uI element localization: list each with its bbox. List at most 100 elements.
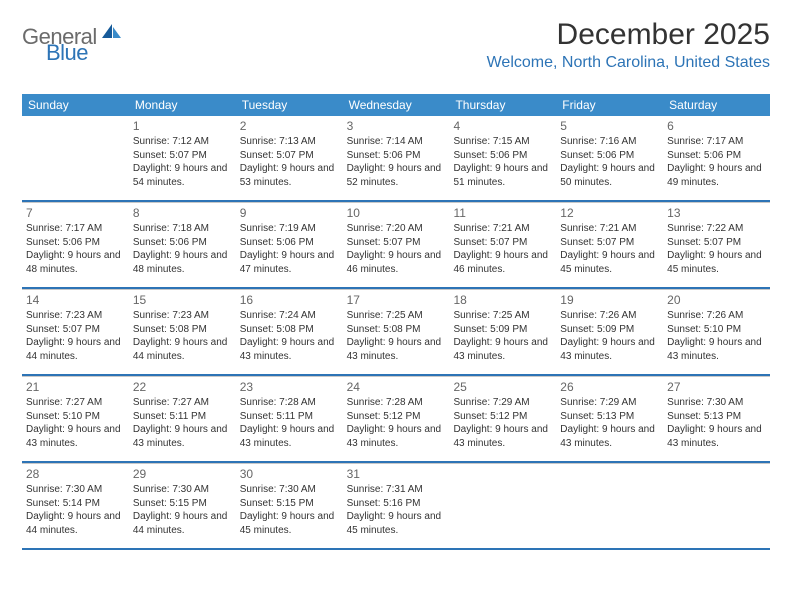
day-number: 9: [240, 205, 339, 221]
day-sunrise: Sunrise: 7:25 AM: [453, 309, 552, 323]
day-daylight: Daylight: 9 hours and 43 minutes.: [240, 336, 339, 363]
day-cell: 30Sunrise: 7:30 AMSunset: 5:15 PMDayligh…: [236, 464, 343, 548]
day-sunset: Sunset: 5:07 PM: [560, 236, 659, 250]
day-number: 26: [560, 379, 659, 395]
day-cell: 15Sunrise: 7:23 AMSunset: 5:08 PMDayligh…: [129, 290, 236, 374]
day-sunset: Sunset: 5:07 PM: [347, 236, 446, 250]
day-sunset: Sunset: 5:12 PM: [453, 410, 552, 424]
day-daylight: Daylight: 9 hours and 48 minutes.: [26, 249, 125, 276]
dow-saturday: Saturday: [663, 94, 770, 116]
logo-text-blue-wrap: Blue: [46, 40, 88, 66]
day-sunrise: Sunrise: 7:31 AM: [347, 483, 446, 497]
day-sunset: Sunset: 5:09 PM: [560, 323, 659, 337]
day-number: 10: [347, 205, 446, 221]
day-daylight: Daylight: 9 hours and 43 minutes.: [240, 423, 339, 450]
day-cell: 22Sunrise: 7:27 AMSunset: 5:11 PMDayligh…: [129, 377, 236, 461]
day-number: 28: [26, 466, 125, 482]
day-daylight: Daylight: 9 hours and 50 minutes.: [560, 162, 659, 189]
day-number: 19: [560, 292, 659, 308]
week-row: 28Sunrise: 7:30 AMSunset: 5:14 PMDayligh…: [22, 463, 770, 550]
day-sunrise: Sunrise: 7:21 AM: [560, 222, 659, 236]
dow-row: Sunday Monday Tuesday Wednesday Thursday…: [22, 94, 770, 116]
day-cell: 14Sunrise: 7:23 AMSunset: 5:07 PMDayligh…: [22, 290, 129, 374]
day-number: 16: [240, 292, 339, 308]
day-cell: 31Sunrise: 7:31 AMSunset: 5:16 PMDayligh…: [343, 464, 450, 548]
day-number: 27: [667, 379, 766, 395]
day-number: 8: [133, 205, 232, 221]
day-sunset: Sunset: 5:12 PM: [347, 410, 446, 424]
day-cell: 23Sunrise: 7:28 AMSunset: 5:11 PMDayligh…: [236, 377, 343, 461]
day-daylight: Daylight: 9 hours and 43 minutes.: [560, 423, 659, 450]
dow-tuesday: Tuesday: [236, 94, 343, 116]
month-title: December 2025: [487, 18, 770, 52]
day-number: 5: [560, 118, 659, 134]
day-cell: [22, 116, 129, 200]
day-sunset: Sunset: 5:08 PM: [347, 323, 446, 337]
dow-sunday: Sunday: [22, 94, 129, 116]
day-cell: 25Sunrise: 7:29 AMSunset: 5:12 PMDayligh…: [449, 377, 556, 461]
day-sunrise: Sunrise: 7:15 AM: [453, 135, 552, 149]
day-cell: 10Sunrise: 7:20 AMSunset: 5:07 PMDayligh…: [343, 203, 450, 287]
weeks-container: 1Sunrise: 7:12 AMSunset: 5:07 PMDaylight…: [22, 116, 770, 550]
day-daylight: Daylight: 9 hours and 43 minutes.: [453, 423, 552, 450]
day-cell: [556, 464, 663, 548]
week-row: 1Sunrise: 7:12 AMSunset: 5:07 PMDaylight…: [22, 116, 770, 202]
day-number: 3: [347, 118, 446, 134]
day-cell: 20Sunrise: 7:26 AMSunset: 5:10 PMDayligh…: [663, 290, 770, 374]
dow-monday: Monday: [129, 94, 236, 116]
day-sunrise: Sunrise: 7:13 AM: [240, 135, 339, 149]
day-sunrise: Sunrise: 7:17 AM: [667, 135, 766, 149]
day-sunrise: Sunrise: 7:20 AM: [347, 222, 446, 236]
day-sunrise: Sunrise: 7:26 AM: [667, 309, 766, 323]
day-sunset: Sunset: 5:11 PM: [240, 410, 339, 424]
day-cell: 19Sunrise: 7:26 AMSunset: 5:09 PMDayligh…: [556, 290, 663, 374]
logo-sail-icon: [101, 22, 123, 45]
day-sunset: Sunset: 5:07 PM: [240, 149, 339, 163]
day-number: 4: [453, 118, 552, 134]
day-sunset: Sunset: 5:07 PM: [26, 323, 125, 337]
day-sunset: Sunset: 5:07 PM: [133, 149, 232, 163]
day-daylight: Daylight: 9 hours and 44 minutes.: [26, 510, 125, 537]
day-sunrise: Sunrise: 7:25 AM: [347, 309, 446, 323]
day-daylight: Daylight: 9 hours and 43 minutes.: [560, 336, 659, 363]
day-sunrise: Sunrise: 7:23 AM: [26, 309, 125, 323]
day-number: 31: [347, 466, 446, 482]
day-number: 25: [453, 379, 552, 395]
day-sunrise: Sunrise: 7:27 AM: [26, 396, 125, 410]
day-number: 22: [133, 379, 232, 395]
day-daylight: Daylight: 9 hours and 46 minutes.: [453, 249, 552, 276]
day-number: 7: [26, 205, 125, 221]
day-sunrise: Sunrise: 7:22 AM: [667, 222, 766, 236]
day-cell: [663, 464, 770, 548]
day-daylight: Daylight: 9 hours and 49 minutes.: [667, 162, 766, 189]
day-number: 20: [667, 292, 766, 308]
day-cell: 24Sunrise: 7:28 AMSunset: 5:12 PMDayligh…: [343, 377, 450, 461]
week-row: 21Sunrise: 7:27 AMSunset: 5:10 PMDayligh…: [22, 376, 770, 463]
day-number: 21: [26, 379, 125, 395]
day-sunset: Sunset: 5:07 PM: [453, 236, 552, 250]
day-daylight: Daylight: 9 hours and 46 minutes.: [347, 249, 446, 276]
day-cell: 11Sunrise: 7:21 AMSunset: 5:07 PMDayligh…: [449, 203, 556, 287]
day-cell: 17Sunrise: 7:25 AMSunset: 5:08 PMDayligh…: [343, 290, 450, 374]
day-daylight: Daylight: 9 hours and 43 minutes.: [347, 423, 446, 450]
day-sunrise: Sunrise: 7:29 AM: [453, 396, 552, 410]
day-daylight: Daylight: 9 hours and 45 minutes.: [667, 249, 766, 276]
day-sunset: Sunset: 5:10 PM: [667, 323, 766, 337]
day-sunset: Sunset: 5:06 PM: [133, 236, 232, 250]
day-sunrise: Sunrise: 7:24 AM: [240, 309, 339, 323]
day-daylight: Daylight: 9 hours and 43 minutes.: [347, 336, 446, 363]
day-daylight: Daylight: 9 hours and 43 minutes.: [667, 423, 766, 450]
day-cell: 9Sunrise: 7:19 AMSunset: 5:06 PMDaylight…: [236, 203, 343, 287]
day-number: 11: [453, 205, 552, 221]
day-sunrise: Sunrise: 7:19 AM: [240, 222, 339, 236]
day-sunset: Sunset: 5:13 PM: [560, 410, 659, 424]
day-sunset: Sunset: 5:06 PM: [453, 149, 552, 163]
day-daylight: Daylight: 9 hours and 44 minutes.: [26, 336, 125, 363]
dow-friday: Friday: [556, 94, 663, 116]
day-sunrise: Sunrise: 7:12 AM: [133, 135, 232, 149]
dow-wednesday: Wednesday: [343, 94, 450, 116]
day-number: 13: [667, 205, 766, 221]
day-number: 23: [240, 379, 339, 395]
day-sunset: Sunset: 5:06 PM: [240, 236, 339, 250]
day-sunrise: Sunrise: 7:16 AM: [560, 135, 659, 149]
